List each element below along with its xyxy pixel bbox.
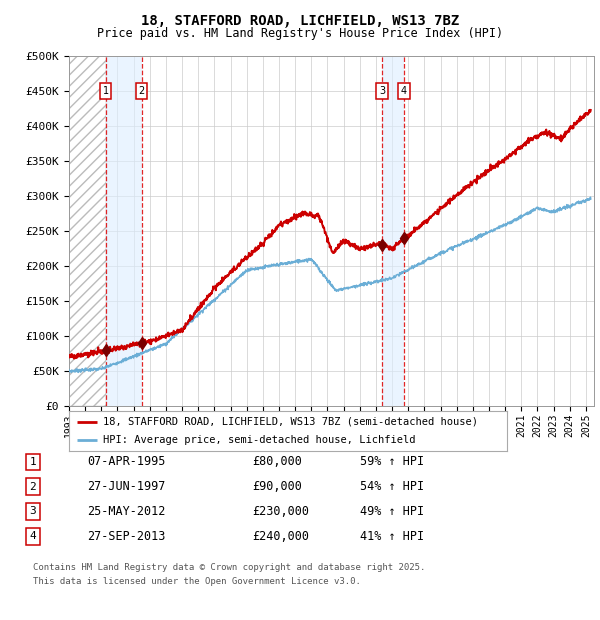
Text: 2: 2: [29, 482, 37, 492]
Text: 1: 1: [29, 457, 37, 467]
Bar: [106, 56, 142, 406]
Text: Contains HM Land Registry data © Crown copyright and database right 2025.: Contains HM Land Registry data © Crown c…: [33, 563, 425, 572]
Text: 18, STAFFORD ROAD, LICHFIELD, WS13 7BZ (semi-detached house): 18, STAFFORD ROAD, LICHFIELD, WS13 7BZ (…: [103, 417, 478, 427]
Text: 07-APR-1995: 07-APR-1995: [87, 456, 166, 468]
Text: 27-SEP-2013: 27-SEP-2013: [87, 530, 166, 542]
Text: 49% ↑ HPI: 49% ↑ HPI: [360, 505, 424, 518]
Text: £90,000: £90,000: [252, 480, 302, 493]
Text: Price paid vs. HM Land Registry's House Price Index (HPI): Price paid vs. HM Land Registry's House …: [97, 27, 503, 40]
Text: 2: 2: [139, 86, 145, 96]
Text: 1: 1: [103, 86, 109, 96]
Text: HPI: Average price, semi-detached house, Lichfield: HPI: Average price, semi-detached house,…: [103, 435, 416, 446]
Text: 59% ↑ HPI: 59% ↑ HPI: [360, 456, 424, 468]
Text: 41% ↑ HPI: 41% ↑ HPI: [360, 530, 424, 542]
Text: 4: 4: [29, 531, 37, 541]
Text: This data is licensed under the Open Government Licence v3.0.: This data is licensed under the Open Gov…: [33, 577, 361, 586]
Text: 4: 4: [401, 86, 407, 96]
Text: 18, STAFFORD ROAD, LICHFIELD, WS13 7BZ: 18, STAFFORD ROAD, LICHFIELD, WS13 7BZ: [141, 14, 459, 28]
Bar: [382, 56, 404, 406]
Text: 27-JUN-1997: 27-JUN-1997: [87, 480, 166, 493]
Text: 54% ↑ HPI: 54% ↑ HPI: [360, 480, 424, 493]
Text: £80,000: £80,000: [252, 456, 302, 468]
Text: 25-MAY-2012: 25-MAY-2012: [87, 505, 166, 518]
Text: 3: 3: [29, 507, 37, 516]
Text: 3: 3: [379, 86, 385, 96]
Text: £240,000: £240,000: [252, 530, 309, 542]
Bar: [69, 56, 106, 406]
Text: £230,000: £230,000: [252, 505, 309, 518]
